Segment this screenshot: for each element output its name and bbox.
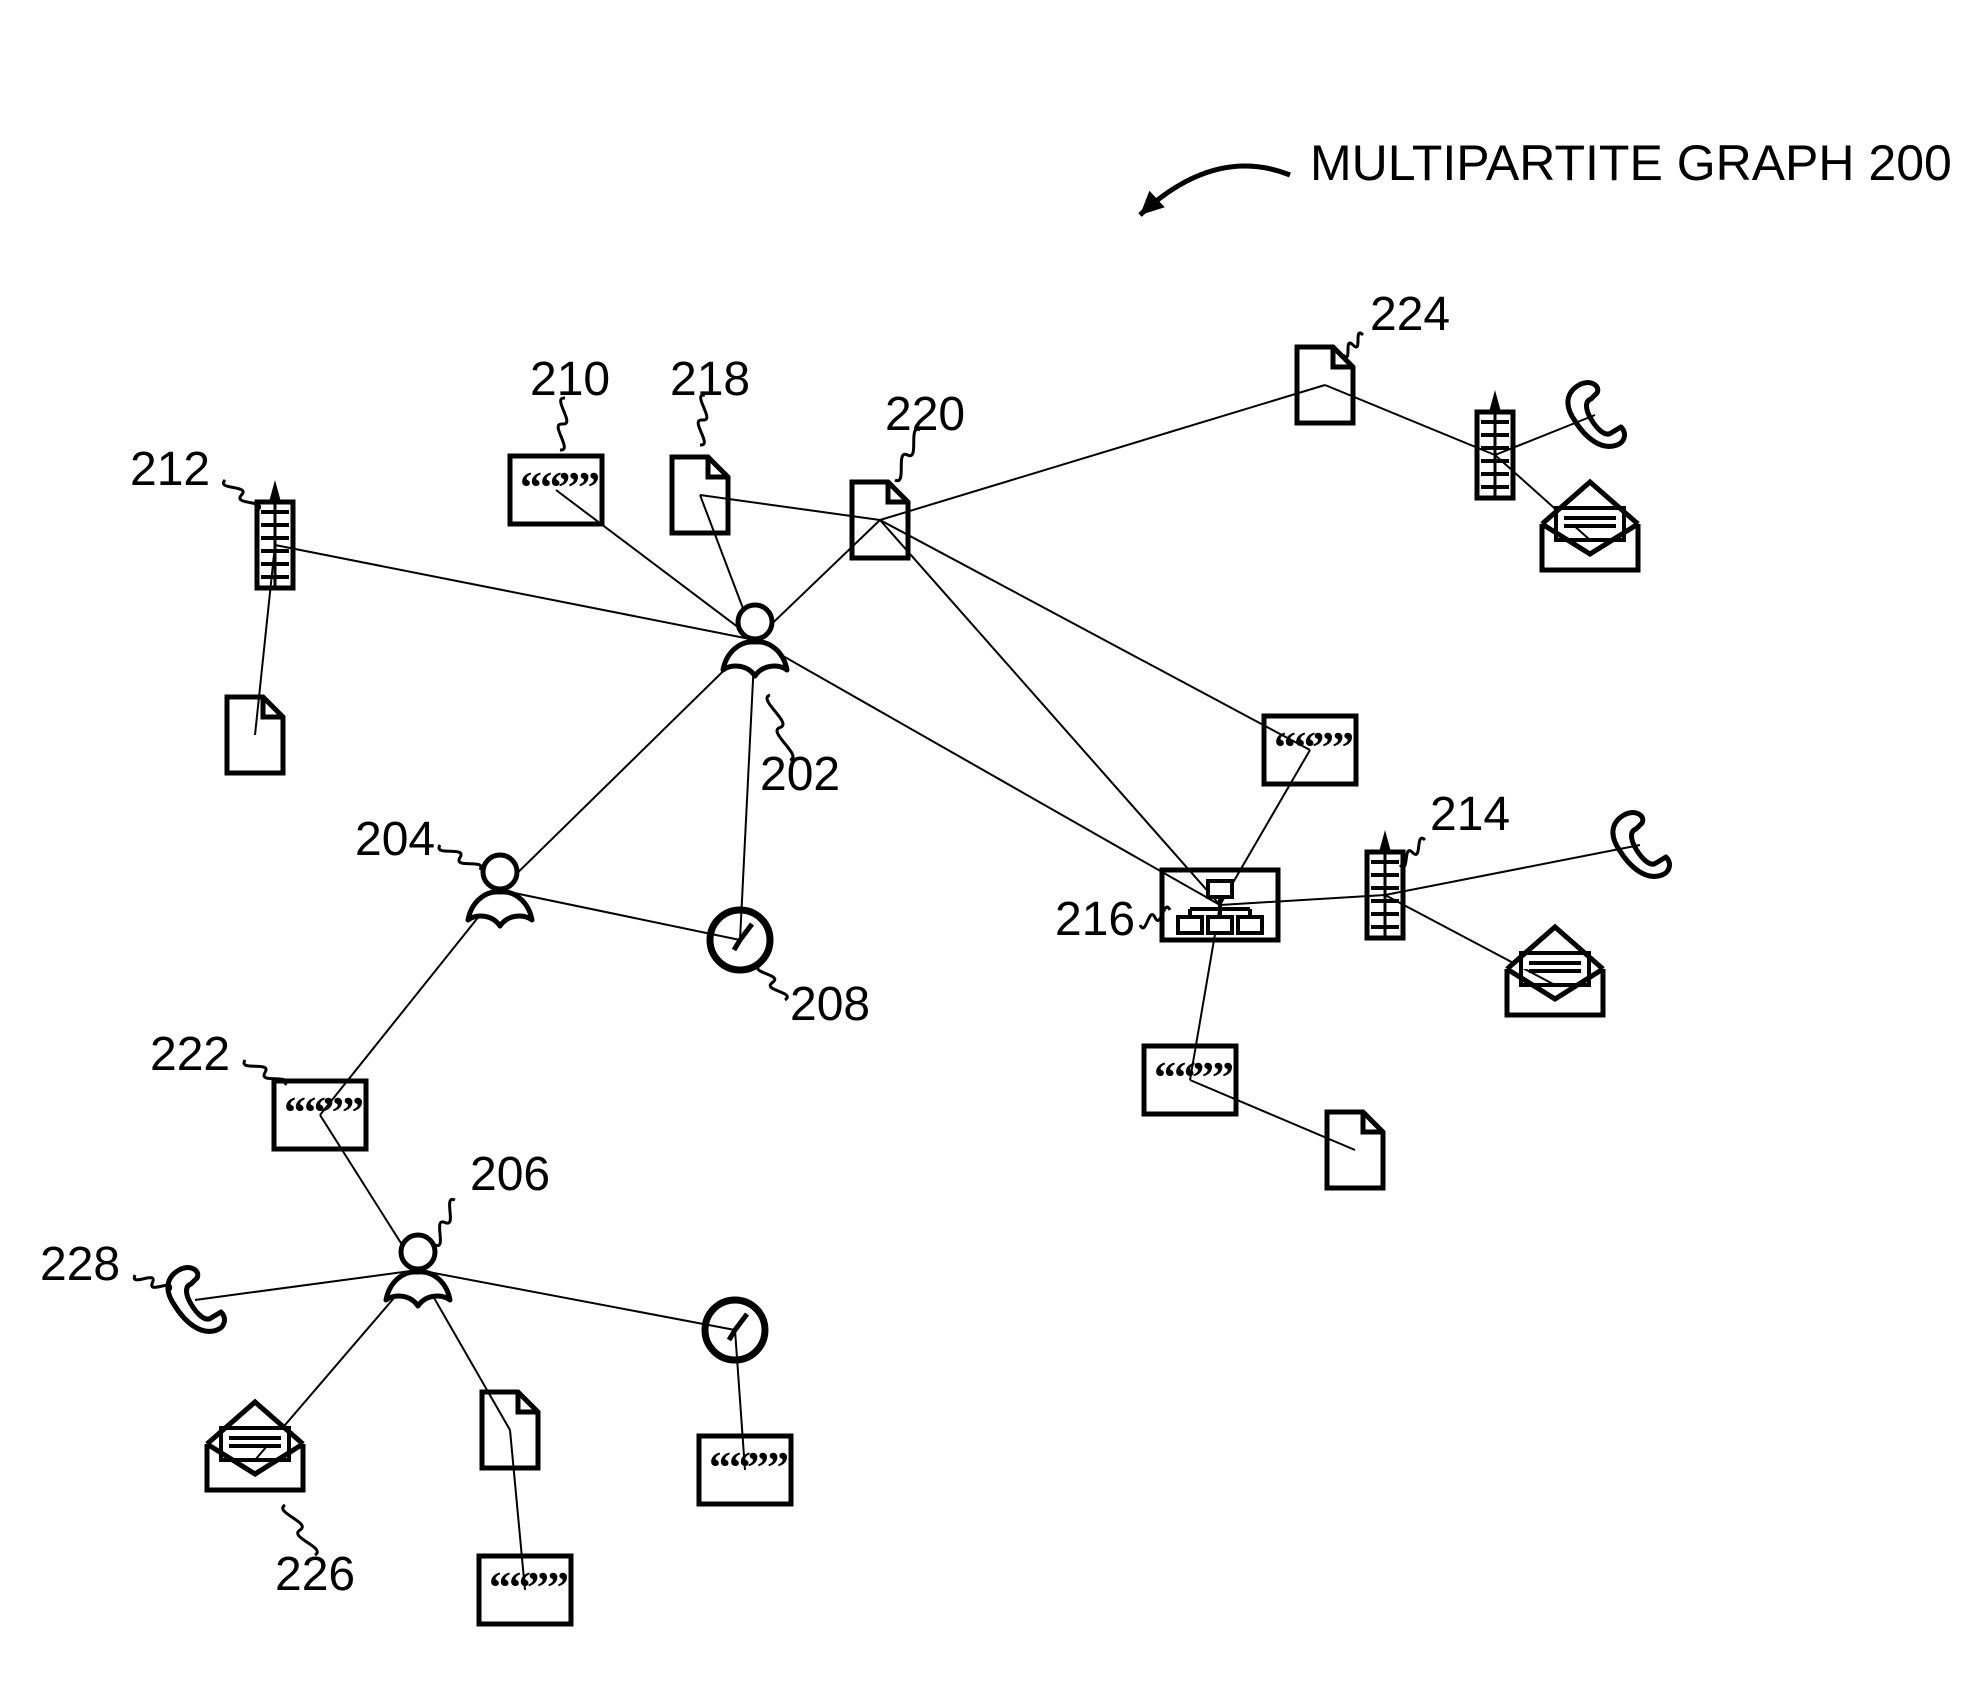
edge: [1220, 895, 1385, 905]
svg-text:”: ”: [1332, 723, 1354, 772]
edges-layer: [195, 385, 1640, 1590]
svg-text:”: ”: [322, 1088, 344, 1137]
svg-text:”: ”: [527, 1563, 549, 1612]
org-icon: [1162, 870, 1278, 940]
edge: [556, 490, 755, 640]
diagram-title: MULTIPARTITE GRAPH 200: [1310, 135, 1952, 191]
ref-label: 210: [530, 353, 610, 406]
person-icon: [723, 605, 787, 676]
quote-icon: ““””: [699, 1436, 791, 1504]
edge: [1385, 845, 1640, 895]
diagram-canvas: ““””““””““””““””““””““”” 202204206208210…: [0, 0, 1982, 1699]
svg-text:“: “: [284, 1088, 306, 1137]
ref-label: 204: [355, 813, 435, 866]
title-layer: MULTIPARTITE GRAPH 200: [1140, 135, 1952, 215]
edge: [740, 640, 755, 940]
leader-line: [435, 1199, 455, 1245]
clock-icon: [710, 910, 770, 970]
ref-label: 208: [790, 978, 870, 1031]
clock-icon: [705, 1300, 765, 1360]
ref-label: 226: [275, 1548, 355, 1601]
svg-text:”: ”: [547, 1563, 569, 1612]
leader-line: [1343, 333, 1363, 357]
ref-label: 212: [130, 443, 210, 496]
ref-label: 224: [1370, 288, 1450, 341]
phone-icon: [1613, 813, 1670, 877]
ref-label: 220: [885, 388, 965, 441]
building-icon: [1477, 390, 1513, 498]
quote-icon: ““””: [1144, 1046, 1236, 1114]
svg-text:”: ”: [342, 1088, 364, 1137]
leader-line: [134, 1275, 170, 1290]
ref-label: 216: [1055, 893, 1135, 946]
ref-label: 222: [150, 1028, 230, 1081]
quote-icon: ““””: [479, 1556, 571, 1624]
leader-line: [758, 965, 788, 1000]
svg-text:“: “: [1154, 1053, 1176, 1102]
phone-icon: [1568, 383, 1625, 447]
edge: [418, 1270, 735, 1330]
building-icon: [257, 480, 293, 588]
ref-label: 206: [470, 1148, 550, 1201]
ref-label: 228: [40, 1238, 120, 1291]
edge: [1495, 415, 1595, 455]
svg-text:”: ”: [1312, 723, 1334, 772]
svg-text:”: ”: [1192, 1053, 1214, 1102]
ref-label: 202: [760, 748, 840, 801]
quote-icon: ““””: [1264, 716, 1356, 784]
ref-label: 218: [670, 353, 750, 406]
svg-text:“: “: [489, 1563, 511, 1612]
edge: [275, 545, 755, 640]
building-icon: [1367, 830, 1403, 938]
mail-icon: [1507, 927, 1603, 1015]
edge: [880, 520, 1310, 750]
leader-line: [223, 480, 259, 510]
svg-text:“: “: [520, 463, 542, 512]
svg-text:”: ”: [1212, 1053, 1234, 1102]
svg-text:”: ”: [558, 463, 580, 512]
mail-icon: [207, 1402, 303, 1490]
svg-text:”: ”: [747, 1443, 769, 1492]
quote-icon: ““””: [274, 1081, 366, 1149]
edge: [880, 520, 1220, 905]
leader-line: [439, 845, 481, 870]
nodes-layer: ““””““””““””““””““””““””: [168, 347, 1670, 1624]
ref-label: 214: [1430, 788, 1510, 841]
svg-text:“: “: [709, 1443, 731, 1492]
svg-text:”: ”: [578, 463, 600, 512]
leader-line: [1140, 907, 1170, 928]
svg-text:“: “: [1274, 723, 1296, 772]
svg-text:”: ”: [767, 1443, 789, 1492]
edge: [500, 890, 740, 940]
edge: [500, 640, 755, 890]
mail-icon: [1542, 482, 1638, 570]
